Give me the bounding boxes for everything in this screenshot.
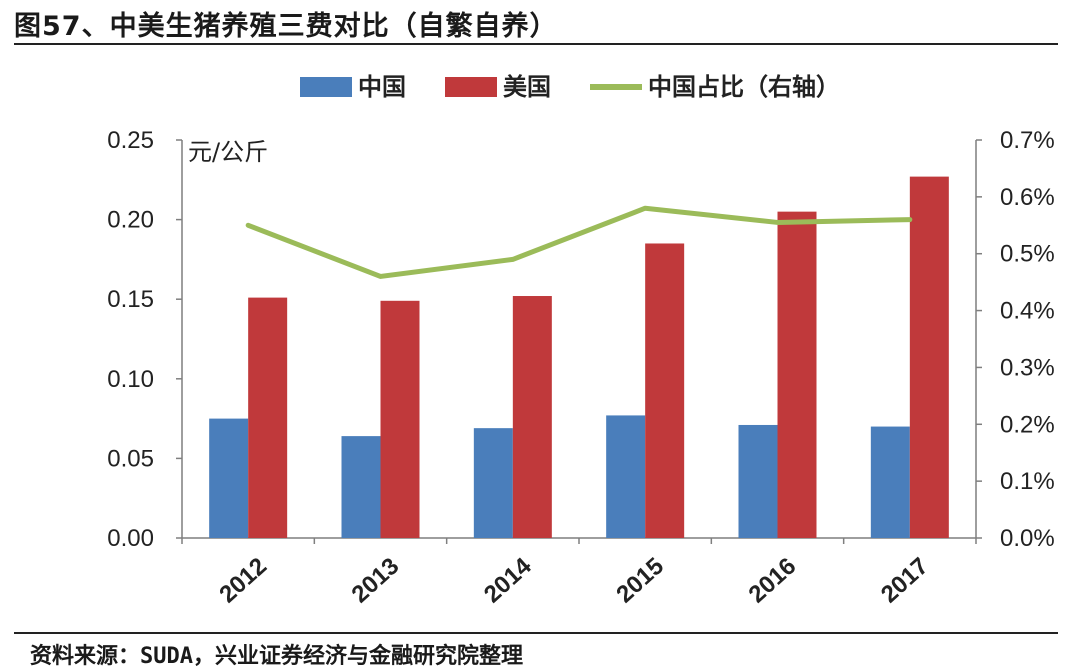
x-category-label: 2016 xyxy=(744,553,802,609)
figure-title: 图57、中美生猪养殖三费对比（自繁自养） xyxy=(14,11,558,42)
x-category-label: 2017 xyxy=(876,553,934,609)
legend: 中国 美国 中国占比（右轴） xyxy=(300,73,840,101)
legend-label-china: 中国 xyxy=(358,73,406,101)
title-divider xyxy=(14,43,1058,45)
y-right-tick-label: 0.6% xyxy=(1000,184,1055,211)
bar-china-2016 xyxy=(738,424,778,538)
legend-swatch-china xyxy=(300,77,352,97)
source-divider xyxy=(14,632,1058,634)
legend-label-share: 中国占比（右轴） xyxy=(648,73,840,101)
y-left-tick-label: 0.05 xyxy=(107,445,154,472)
y-right-tick-label: 0.3% xyxy=(1000,354,1055,381)
y-right-tick-label: 0.2% xyxy=(1000,411,1055,438)
legend-swatch-usa xyxy=(445,77,497,97)
plot-area: 0.00 0.05 0.10 0.15 0.20 0.25 0.0% 0.1% 0.2% 0.3%… xyxy=(107,127,1054,608)
source-note: 资料来源：SUDA，兴业证券经济与金融研究院整理 xyxy=(30,644,523,669)
y-left-tick-label: 0.15 xyxy=(107,286,154,313)
x-category-label: 2014 xyxy=(479,552,537,608)
bar-usa-2012 xyxy=(248,297,288,538)
bar-china-2015 xyxy=(606,415,646,538)
x-category-label: 2012 xyxy=(214,553,272,609)
bar-china-2013 xyxy=(341,436,381,538)
y-right-tick-label: 0.1% xyxy=(1000,468,1055,495)
y-right-tick-label: 0.7% xyxy=(1000,127,1055,154)
bar-usa-2013 xyxy=(380,300,420,538)
bar-usa-2014 xyxy=(512,296,552,538)
bar-usa-2017 xyxy=(909,176,949,538)
y-left-tick-label: 0.25 xyxy=(107,127,154,154)
x-category-label: 2015 xyxy=(611,553,669,609)
bar-usa-2016 xyxy=(777,211,817,538)
line-china-share xyxy=(245,205,913,279)
bar-china-2014 xyxy=(473,428,513,538)
y-left-tick-label: 0.00 xyxy=(107,525,154,552)
bar-china-2017 xyxy=(870,426,910,538)
bar-usa-2015 xyxy=(645,243,685,539)
y-right-tick-label: 0.4% xyxy=(1000,298,1055,325)
y-axis-unit-label: 元/公斤 xyxy=(188,138,268,166)
y-left-tick-label: 0.10 xyxy=(107,366,154,393)
y-left-tick-label: 0.20 xyxy=(107,207,154,234)
legend-label-usa: 美国 xyxy=(503,73,551,101)
legend-swatch-share xyxy=(590,84,642,90)
bar-china-2012 xyxy=(209,418,249,538)
y-right-tick-label: 0.0% xyxy=(1000,525,1055,552)
chart: 中国 美国 中国占比（右轴） 元/公斤 0.00 0.05 0.10 0.15 0.20… xyxy=(107,73,1054,608)
x-category-label: 2013 xyxy=(347,553,405,609)
y-right-tick-label: 0.5% xyxy=(1000,241,1055,268)
